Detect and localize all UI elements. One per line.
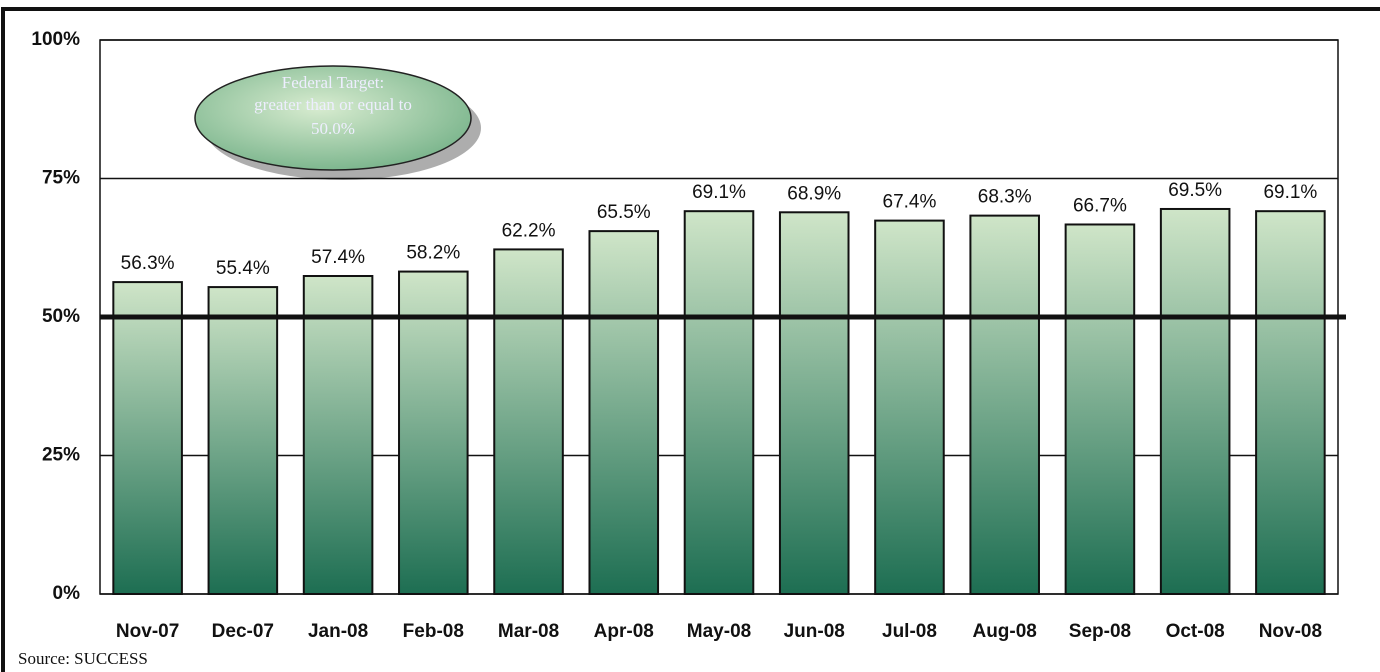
bar [1064,223,1136,595]
bar [874,219,945,595]
x-tick-label: Jan-08 [308,621,368,642]
value-label: 58.2% [406,243,460,264]
bar [112,281,183,595]
x-tick-label: Nov-07 [116,621,179,642]
bar [1159,207,1231,595]
y-tick-label: 0% [53,583,81,604]
bar [683,210,755,595]
x-tick-label: Jul-08 [882,621,937,642]
x-tick-label: Nov-08 [1259,621,1322,642]
y-tick-label: 75% [42,168,80,189]
value-label: 69.1% [692,182,746,203]
y-tick-label: 25% [42,445,80,466]
value-label: 56.3% [121,253,175,274]
value-label: 68.9% [787,183,841,204]
value-label: 55.4% [216,258,270,279]
y-tick-label: 100% [31,29,80,50]
value-label: 69.1% [1263,182,1317,203]
value-label: 69.5% [1168,180,1222,201]
x-tick-label: May-08 [687,621,751,642]
source-note: Source: SUCCESS [18,649,148,668]
annotation-text: greater than or equal to [254,95,412,114]
annotation-text: Federal Target: [282,73,385,92]
bar [302,275,374,595]
value-label: 67.4% [883,192,937,213]
bar [778,211,850,595]
x-tick-label: Aug-08 [972,621,1036,642]
x-tick-label: Sep-08 [1069,621,1131,642]
bar [207,286,279,595]
x-tick-label: Jun-08 [784,621,845,642]
value-label: 62.2% [502,220,556,241]
annotation-text: 50.0% [311,119,355,138]
bar [588,230,660,595]
bar [969,214,1040,595]
y-tick-label: 50% [42,306,80,327]
x-tick-label: Apr-08 [594,621,654,642]
x-tick-label: Oct-08 [1166,621,1225,642]
x-tick-label: Feb-08 [403,621,464,642]
value-label: 65.5% [597,202,651,223]
frame [1,7,1380,672]
value-label: 57.4% [311,247,365,268]
value-label: 66.7% [1073,195,1127,216]
bar [1255,210,1326,595]
bar [398,270,469,595]
annotation-bubble [194,65,472,171]
value-label: 68.3% [978,187,1032,208]
bar [493,248,564,596]
x-tick-label: Mar-08 [498,621,559,642]
x-tick-label: Dec-07 [212,621,274,642]
